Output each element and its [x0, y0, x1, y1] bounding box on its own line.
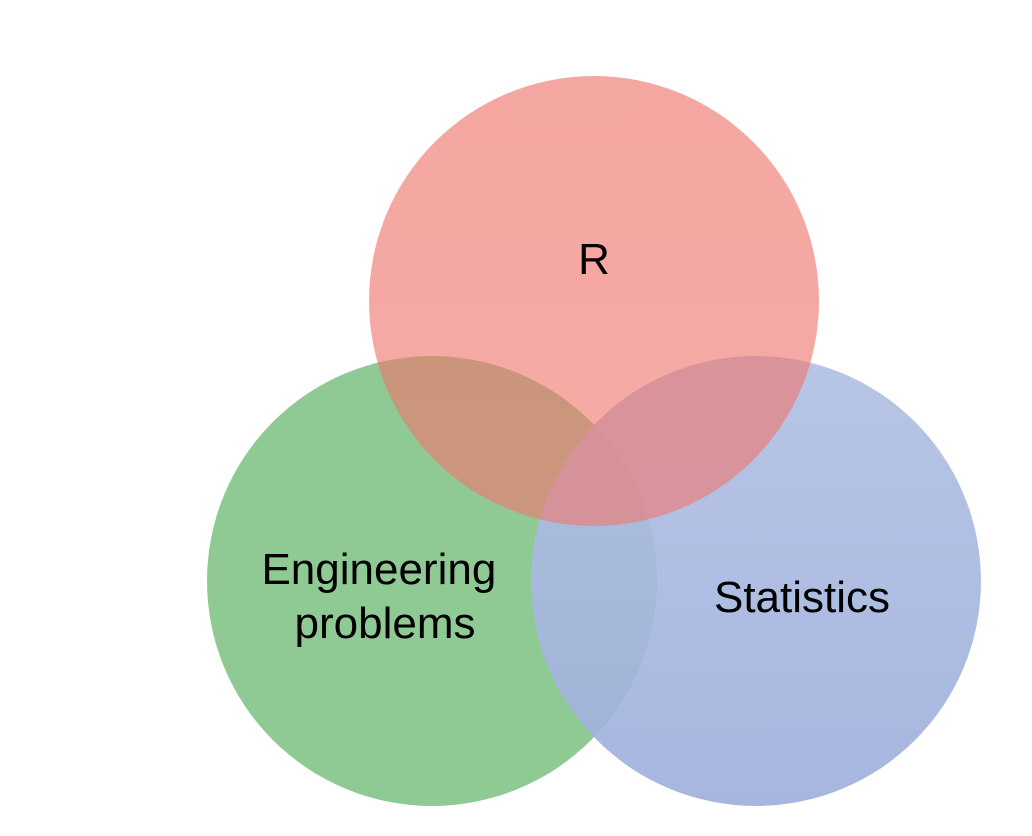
- venn-labels: R Engineering problems Statistics: [261, 235, 890, 648]
- label-engineering-line-1: Engineering: [261, 545, 496, 594]
- venn-circles: [207, 76, 981, 806]
- label-statistics: Statistics: [714, 573, 890, 622]
- label-r: R: [578, 235, 610, 284]
- label-r-line-1: R: [578, 235, 610, 284]
- label-statistics-line-1: Statistics: [714, 573, 890, 622]
- circle-r: [369, 76, 819, 526]
- label-engineering-problems: Engineering problems: [261, 545, 508, 648]
- label-engineering-line-2: problems: [295, 599, 476, 648]
